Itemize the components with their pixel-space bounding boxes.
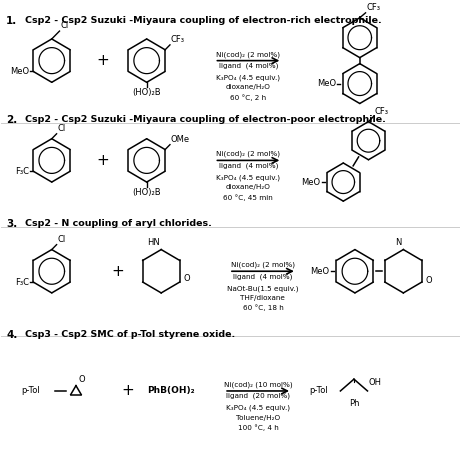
Text: 3.: 3.	[6, 219, 18, 230]
Text: Cl: Cl	[57, 124, 66, 133]
Text: p-Tol: p-Tol	[310, 387, 328, 396]
Text: K₃PO₄ (4.5 equiv.): K₃PO₄ (4.5 equiv.)	[216, 174, 281, 181]
Text: +: +	[121, 383, 134, 398]
Text: O: O	[426, 275, 432, 284]
Text: (HO)₂B: (HO)₂B	[132, 188, 161, 197]
Text: ligand  (4 mol%): ligand (4 mol%)	[233, 273, 292, 280]
Text: 60 °C, 2 h: 60 °C, 2 h	[230, 94, 266, 101]
Text: PhB(OH)₂: PhB(OH)₂	[146, 387, 194, 396]
Text: 4.: 4.	[6, 330, 18, 340]
Text: ligand  (4 mol%): ligand (4 mol%)	[219, 63, 278, 69]
Text: dioxane/H₂O: dioxane/H₂O	[226, 84, 271, 90]
Text: ligand  (20 mol%): ligand (20 mol%)	[226, 393, 290, 400]
Text: ligand  (4 mol%): ligand (4 mol%)	[219, 162, 278, 169]
Text: F₃C: F₃C	[16, 167, 29, 176]
Text: 1.: 1.	[6, 16, 18, 26]
Text: OMe: OMe	[171, 135, 190, 144]
Text: +: +	[111, 264, 124, 279]
Text: K₃PO₄ (4.5 equiv.): K₃PO₄ (4.5 equiv.)	[226, 405, 290, 411]
Text: MeO: MeO	[310, 267, 330, 276]
Text: Csp2 - N coupling of aryl chlorides.: Csp2 - N coupling of aryl chlorides.	[25, 219, 211, 228]
Text: F₃C: F₃C	[16, 278, 29, 287]
Text: Csp3 - Csp2 SMC of p-Tol styrene oxide.: Csp3 - Csp2 SMC of p-Tol styrene oxide.	[25, 330, 235, 339]
Text: MeO: MeO	[10, 67, 29, 76]
Text: (HO)₂B: (HO)₂B	[132, 88, 161, 97]
Text: N: N	[395, 238, 401, 247]
Text: +: +	[97, 153, 109, 168]
Text: p-Tol: p-Tol	[21, 387, 39, 396]
Text: Ni(cod)₂ (2 mol%): Ni(cod)₂ (2 mol%)	[231, 262, 295, 268]
Text: 100 °C, 4 h: 100 °C, 4 h	[237, 424, 278, 431]
Text: Ni(cod)₂ (2 mol%): Ni(cod)₂ (2 mol%)	[216, 51, 281, 58]
Text: MeO: MeO	[317, 79, 336, 88]
Text: HN: HN	[147, 238, 160, 247]
Text: Toluene/H₂O: Toluene/H₂O	[236, 414, 280, 421]
Text: MeO: MeO	[301, 178, 321, 187]
Text: THF/dioxane: THF/dioxane	[240, 295, 285, 301]
Text: Csp2 - Csp2 Suzuki -Miyaura coupling of electron-poor electrophile.: Csp2 - Csp2 Suzuki -Miyaura coupling of …	[25, 115, 385, 124]
Text: Csp2 - Csp2 Suzuki -Miyaura coupling of electron-rich electrophile.: Csp2 - Csp2 Suzuki -Miyaura coupling of …	[25, 16, 382, 25]
Text: CF₃: CF₃	[366, 3, 381, 12]
Text: O: O	[79, 375, 85, 384]
Text: Cl: Cl	[57, 234, 66, 243]
Text: +: +	[97, 53, 109, 68]
Text: CF₃: CF₃	[374, 107, 388, 116]
Text: O: O	[183, 274, 190, 283]
Text: Ph: Ph	[349, 399, 359, 408]
Text: 2.: 2.	[6, 115, 18, 125]
Text: NaOt-Bu(1.5 equiv.): NaOt-Bu(1.5 equiv.)	[227, 285, 299, 292]
Text: OH: OH	[368, 378, 382, 387]
Text: 60 °C, 18 h: 60 °C, 18 h	[243, 305, 283, 311]
Text: Cl: Cl	[61, 21, 69, 30]
Text: dioxane/H₂O: dioxane/H₂O	[226, 184, 271, 190]
Text: 60 °C, 45 min: 60 °C, 45 min	[224, 194, 273, 201]
Text: K₃PO₄ (4.5 equiv.): K₃PO₄ (4.5 equiv.)	[216, 74, 281, 81]
Text: Ni(cod)₂ (10 mol%): Ni(cod)₂ (10 mol%)	[224, 382, 292, 388]
Text: CF₃: CF₃	[171, 35, 185, 44]
Text: Ni(cod)₂ (2 mol%): Ni(cod)₂ (2 mol%)	[216, 151, 281, 157]
